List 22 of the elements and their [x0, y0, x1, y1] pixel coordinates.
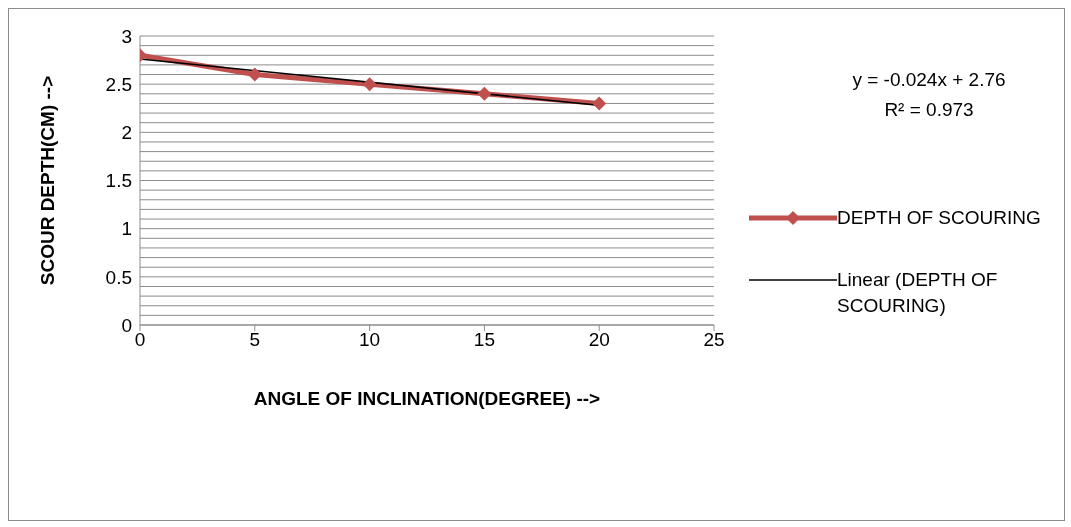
y-tick-label: 1 [121, 218, 132, 240]
point [592, 96, 607, 111]
x-tick-label: 20 [588, 329, 610, 351]
point [362, 77, 377, 92]
y-tick-label: 2.5 [105, 73, 132, 95]
text: R² = 0.973 [883, 99, 975, 121]
point [477, 86, 492, 101]
x-tick-label: 25 [703, 329, 725, 351]
text: y = -0.024x + 2.76 [851, 69, 1007, 91]
point [247, 67, 262, 82]
legend-label: Linear (DEPTH OF SCOURING) [837, 268, 999, 318]
x-axis-title: ANGLE OF INCLINATION(DEGREE) --> [253, 388, 601, 409]
legend-label: DEPTH OF SCOURING [837, 206, 1042, 230]
y-tick-label: 0 [121, 314, 132, 336]
y-tick-label: 3 [121, 25, 132, 47]
x-tick-label: 15 [473, 329, 495, 351]
x-tick-label: 5 [249, 329, 261, 351]
y-axis-title: SCOUR DEPTH(CM) --> [36, 75, 58, 286]
x-tick-label: 10 [359, 329, 381, 351]
y-tick-label: 2 [121, 122, 132, 144]
y-tick-label: 1.5 [105, 170, 132, 192]
y-tick-label: 0.5 [105, 266, 132, 288]
